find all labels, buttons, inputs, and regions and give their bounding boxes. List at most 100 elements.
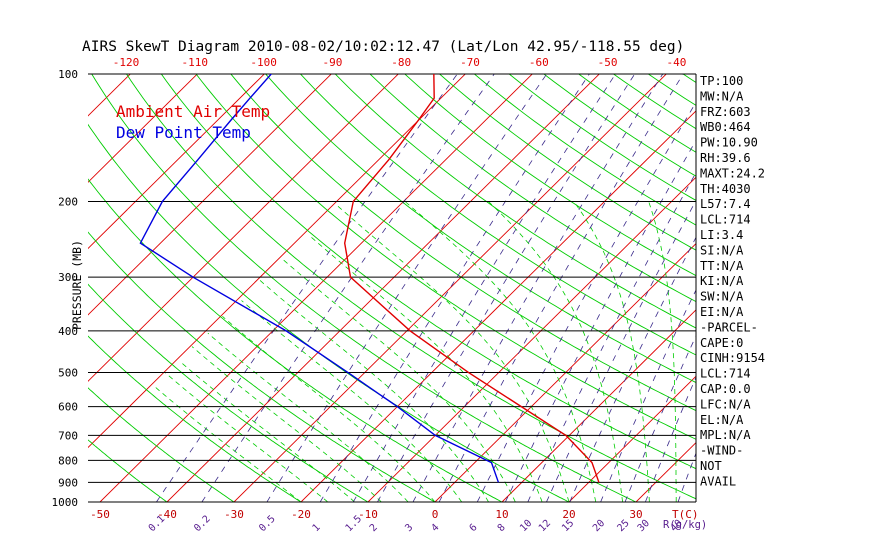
dry-adiabat-line <box>265 74 696 384</box>
mixing-ratio-unit: R(g/kg) <box>663 519 707 531</box>
isotherm-line <box>568 375 696 502</box>
mixing-ratio-label: 2 <box>368 522 380 534</box>
top-temp-label: -50 <box>598 56 618 69</box>
dry-adiabat-line <box>88 439 168 502</box>
stats-item: LCL:714 <box>700 213 751 227</box>
moist-adiabat-line <box>164 372 329 502</box>
dry-adiabat-line <box>230 74 696 412</box>
bottom-temp-unit: T(C) <box>672 508 699 521</box>
moist-adiabat-line <box>179 360 355 502</box>
dry-adiabat-line <box>195 74 696 440</box>
dew-point-temp-line <box>139 74 500 483</box>
dry-adiabat-line <box>734 62 870 502</box>
stats-item: SW:N/A <box>700 290 744 304</box>
stats-item: CAPE:0 <box>700 336 743 350</box>
mixing-ratio-line <box>645 376 696 502</box>
moist-adiabat-line <box>573 201 650 502</box>
stats-item: -PARCEL- <box>700 320 758 334</box>
bottom-temp-label: -20 <box>291 508 311 521</box>
moist-adiabat-line <box>280 257 516 502</box>
bottom-temp-label: 30 <box>629 508 642 521</box>
moist-adiabat-line <box>207 332 409 502</box>
isotherm-line <box>501 309 696 502</box>
mixing-ratio-line <box>569 236 696 502</box>
stats-item: TH:4030 <box>700 182 751 196</box>
moist-adiabat-line <box>152 384 302 502</box>
isotherm-line <box>88 74 332 316</box>
legend-ambient-air-temp: Ambient Air Temp <box>116 102 270 121</box>
isotherm-line <box>770 62 870 502</box>
mixing-ratio-label: 20 <box>591 518 607 534</box>
dry-adiabat-line <box>473 74 696 226</box>
pressure-label: 500 <box>58 367 78 380</box>
top-temp-label: -100 <box>250 56 277 69</box>
stats-item: MPL:N/A <box>700 428 751 442</box>
stats-item: LI:3.4 <box>700 228 743 242</box>
y-axis-label: PRESSURE (MB) <box>70 240 84 330</box>
stats-item: EL:N/A <box>700 413 744 427</box>
stats-item: SI:N/A <box>700 243 744 257</box>
dry-adiabat-line <box>299 74 696 356</box>
mixing-ratio-line <box>352 74 616 502</box>
stats-item: CINH:9154 <box>700 351 765 365</box>
dry-adiabat-line <box>91 74 637 502</box>
dry-adiabat-line <box>647 74 696 106</box>
isotherm-line <box>367 176 696 502</box>
stats-item: KI:N/A <box>700 274 744 288</box>
isotherm-line <box>88 74 399 382</box>
isotherm-line <box>166 74 600 502</box>
top-temp-label: -80 <box>391 56 411 69</box>
bottom-temp-label: 0 <box>432 508 439 521</box>
ambient-air-temp-line <box>343 74 600 483</box>
moist-adiabat-line <box>222 315 436 502</box>
dry-adiabat-line <box>88 178 503 502</box>
isotherm-line <box>88 74 466 449</box>
stats-item: LFC:N/A <box>700 397 751 411</box>
mixing-ratio-label: 6 <box>468 522 480 534</box>
dry-adiabat-line <box>334 74 696 329</box>
isotherm-line <box>434 242 696 502</box>
mixing-ratio-line <box>266 74 548 502</box>
pressure-label: 700 <box>58 429 78 442</box>
mixing-ratio-line <box>527 171 696 502</box>
stats-item: EI:N/A <box>700 305 744 319</box>
isotherm-line <box>300 110 696 502</box>
moist-adiabat-line <box>259 279 489 502</box>
mixing-ratio-line <box>505 139 696 502</box>
stats-item: L57:7.4 <box>700 197 751 211</box>
stats-item: LCL:714 <box>700 367 751 381</box>
top-temp-label: -70 <box>460 56 480 69</box>
mixing-ratio-line <box>319 74 590 502</box>
mixing-ratio-label: 4 <box>429 522 441 534</box>
stats-item: FRZ:603 <box>700 105 751 119</box>
top-temperature-labels: -120 -110 -100 -90 -80 -70 -60 -50 -40 <box>113 56 687 69</box>
chart-title: AIRS SkewT Diagram 2010-08-02/10:02:12.4… <box>82 39 684 55</box>
mixing-ratio-label: 0.2 <box>192 514 213 535</box>
pressure-label: 300 <box>58 271 78 284</box>
isotherm-line <box>88 74 265 250</box>
pressure-label: 600 <box>58 401 78 414</box>
moist-adiabat-line <box>191 346 382 502</box>
bottom-temp-label: -50 <box>90 508 110 521</box>
bottom-temp-label: 10 <box>495 508 508 521</box>
stats-item: MW:N/A <box>700 89 744 103</box>
dry-adiabat-line <box>768 62 870 502</box>
stats-item: AVAIL <box>700 474 736 488</box>
isotherm-line <box>99 74 533 502</box>
stats-item: NOT <box>700 459 722 473</box>
pressure-label: 400 <box>58 325 78 338</box>
pressure-label: 900 <box>58 476 78 489</box>
mixing-ratio-line <box>624 334 696 502</box>
profile-lines <box>139 74 600 483</box>
mixing-ratio-line <box>156 74 458 502</box>
stats-item: TP:100 <box>700 74 743 88</box>
stats-item: WB0:464 <box>700 120 751 134</box>
moist-adiabat-line <box>337 205 570 502</box>
mixing-ratio-line <box>201 74 495 502</box>
mixing-ratio-line <box>600 289 696 502</box>
mixing-ratio-label: 3 <box>403 522 415 534</box>
isotherm-line <box>635 441 696 502</box>
dry-adiabat-line <box>88 231 436 502</box>
dry-adiabat-line <box>803 62 870 502</box>
